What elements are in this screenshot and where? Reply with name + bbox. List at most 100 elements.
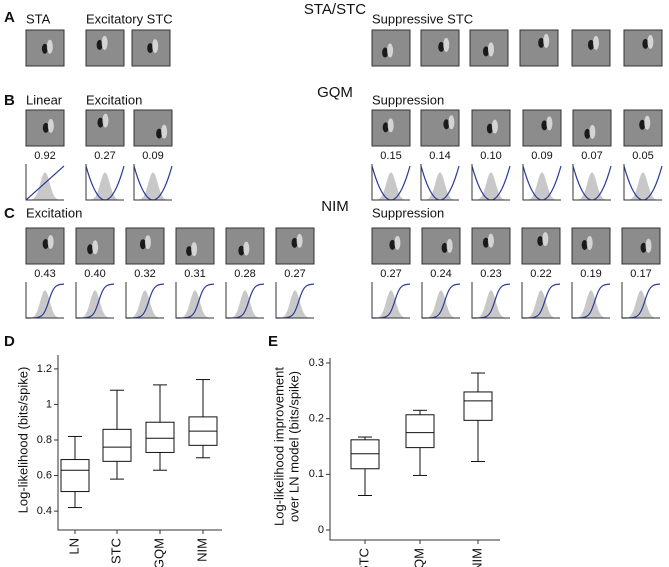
filter-blob [41, 43, 48, 54]
filter-weight: 0.05 [632, 150, 653, 162]
stimulus-distribution [573, 172, 611, 200]
filter-weight: 0.92 [34, 150, 55, 162]
nl-axes [621, 282, 660, 319]
nl-axes [572, 164, 611, 201]
nl-axes [420, 164, 459, 201]
filter-blob [191, 242, 198, 257]
nl-axes [623, 164, 662, 201]
y-tick-label: 0 [318, 524, 324, 536]
filter-weight: 0.10 [480, 150, 501, 162]
filter-blob [238, 245, 245, 256]
filter-blob [486, 123, 493, 134]
stimulus-distribution [76, 290, 114, 318]
filter-weight: 0.40 [84, 268, 105, 280]
nl-axes [371, 282, 410, 319]
nl-axes [85, 164, 124, 201]
filter-blob [487, 233, 494, 248]
filter-weight: 0.19 [580, 268, 601, 280]
filter-weight: 0.09 [531, 150, 552, 162]
filter-blob [387, 43, 394, 58]
panel-label: D [4, 333, 15, 350]
filter-weight: 0.22 [530, 268, 551, 280]
nl-axes [175, 282, 214, 319]
nl-axes [125, 282, 164, 319]
filter-blob [291, 237, 298, 248]
nl-axes [522, 164, 561, 201]
filter-blob [443, 119, 450, 130]
nl-axes [521, 282, 560, 319]
filter-blob [47, 234, 54, 249]
stimulus-distribution [422, 290, 460, 318]
filter-blob [92, 240, 99, 255]
filter-blob [448, 115, 455, 130]
filter-blob [546, 116, 553, 131]
nl-axes [421, 282, 460, 319]
filter-blob [482, 46, 489, 57]
filter-weight: 0.31 [184, 268, 205, 280]
filter-blob [587, 39, 594, 50]
filter-weight: 0.24 [430, 268, 451, 280]
y-tick-label: 0.2 [309, 413, 324, 425]
filter-blob [640, 242, 647, 253]
filter-weight: 0.17 [630, 268, 651, 280]
panel-label: C [4, 205, 15, 222]
box [463, 391, 493, 421]
y-tick-label: 1 [46, 398, 52, 410]
box [102, 428, 132, 462]
stimulus-distribution [176, 290, 214, 318]
stimulus-distribution [134, 172, 172, 200]
filter-blob [639, 119, 646, 130]
group-title: Suppression [372, 92, 444, 107]
panel-title: GQM [317, 84, 353, 101]
y-axis-label: over LN model (bits/spike) [286, 371, 301, 522]
filter-blob [441, 242, 448, 253]
panel-label: E [268, 333, 278, 350]
filter-blob [538, 37, 545, 48]
x-tick-label: STC [356, 548, 371, 567]
box [145, 421, 175, 453]
stimulus-distribution [26, 290, 64, 318]
y-axis-label: Log-likelihood (bits/spike) [15, 367, 30, 514]
x-tick-label: GQM [411, 548, 426, 567]
filter-blob [584, 128, 591, 139]
nl-axes [471, 164, 510, 201]
filter-blob [161, 124, 168, 139]
nl-axes [571, 282, 610, 319]
panel-label: A [4, 9, 15, 26]
group-title: Excitatory STC [86, 11, 173, 26]
filter-blob [592, 35, 599, 50]
filter-blob [644, 115, 651, 130]
x-tick-label: NIM [469, 548, 484, 567]
panel-label: B [4, 92, 15, 109]
filter-blob [487, 42, 494, 57]
stimulus-distribution [26, 172, 64, 200]
filter-weight: 0.27 [94, 150, 115, 162]
filter-blob [586, 235, 593, 250]
filter-blob [645, 238, 652, 253]
filter-blob [47, 118, 54, 133]
filter-blob [186, 246, 193, 257]
box [60, 459, 90, 493]
filter-blob [144, 235, 151, 250]
nl-axes [275, 282, 314, 319]
x-tick-label: LN [66, 538, 81, 555]
axes [57, 355, 222, 531]
filter-blob [147, 43, 154, 54]
filter-blob [389, 239, 396, 250]
group-title: Excitation [86, 92, 142, 107]
y-tick-label: 1.2 [37, 363, 52, 375]
stimulus-distribution [523, 172, 561, 200]
stimulus-distribution [126, 290, 164, 318]
filter-image [623, 29, 663, 67]
stimulus-distribution [572, 290, 610, 318]
filter-blob [543, 33, 550, 48]
x-tick-label: GQM [151, 538, 166, 567]
filter-weight: 0.27 [284, 268, 305, 280]
filter-weight: 0.27 [380, 268, 401, 280]
nl-axes [133, 164, 172, 201]
filter-weight: 0.14 [429, 150, 450, 162]
filter-blob [387, 118, 394, 133]
stimulus-distribution [276, 290, 314, 318]
nl-axes [25, 164, 64, 201]
